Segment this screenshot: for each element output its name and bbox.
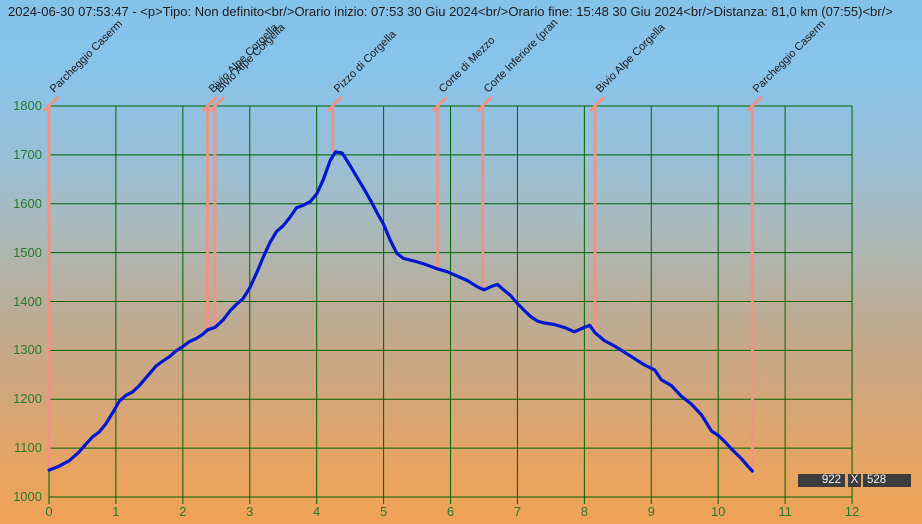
x-axis-tick-label: 6 bbox=[446, 504, 455, 519]
canvas-height-value: 528 bbox=[863, 474, 911, 487]
x-axis-tick-label: 0 bbox=[45, 504, 53, 519]
elevation-line bbox=[47, 150, 754, 473]
x-axis-tick-label: 5 bbox=[379, 504, 388, 519]
y-axis-tick-label: 1100 bbox=[14, 440, 42, 456]
x-axis-tick-label: 4 bbox=[313, 504, 321, 519]
y-axis-tick-label: 1500 bbox=[13, 244, 42, 260]
y-axis-tick-label: 1200 bbox=[13, 391, 42, 407]
track-info-title: 2024-06-30 07:53:47 - <p>Tipo: Non defin… bbox=[8, 4, 893, 19]
grid-layer bbox=[48, 105, 853, 504]
x-axis-tick-label: 12 bbox=[844, 504, 860, 519]
waypoint-marker-lines bbox=[42, 95, 763, 472]
y-axis-tick-label: 1800 bbox=[13, 98, 42, 113]
size-separator: X bbox=[848, 474, 861, 487]
y-axis-tick-label: 1300 bbox=[13, 342, 42, 358]
x-axis-tick-label: 1 bbox=[112, 504, 120, 519]
y-axis-tick-label: 1600 bbox=[13, 195, 42, 211]
y-axis-tick-label: 1400 bbox=[13, 293, 42, 309]
y-axis-tick-label: 1000 bbox=[13, 489, 42, 504]
x-axis-tick-label: 8 bbox=[580, 504, 588, 519]
x-axis-tick-label: 3 bbox=[246, 504, 254, 519]
x-axis-tick-label: 2 bbox=[179, 504, 187, 519]
x-axis-tick-label: 11 bbox=[778, 504, 792, 519]
canvas-width-value: 922 bbox=[798, 474, 845, 487]
x-axis-tick-label: 10 bbox=[710, 504, 726, 519]
x-axis-tick-label: 9 bbox=[647, 504, 655, 519]
y-axis-tick-label: 1700 bbox=[13, 146, 42, 162]
x-axis-tick-label: 7 bbox=[513, 504, 522, 519]
